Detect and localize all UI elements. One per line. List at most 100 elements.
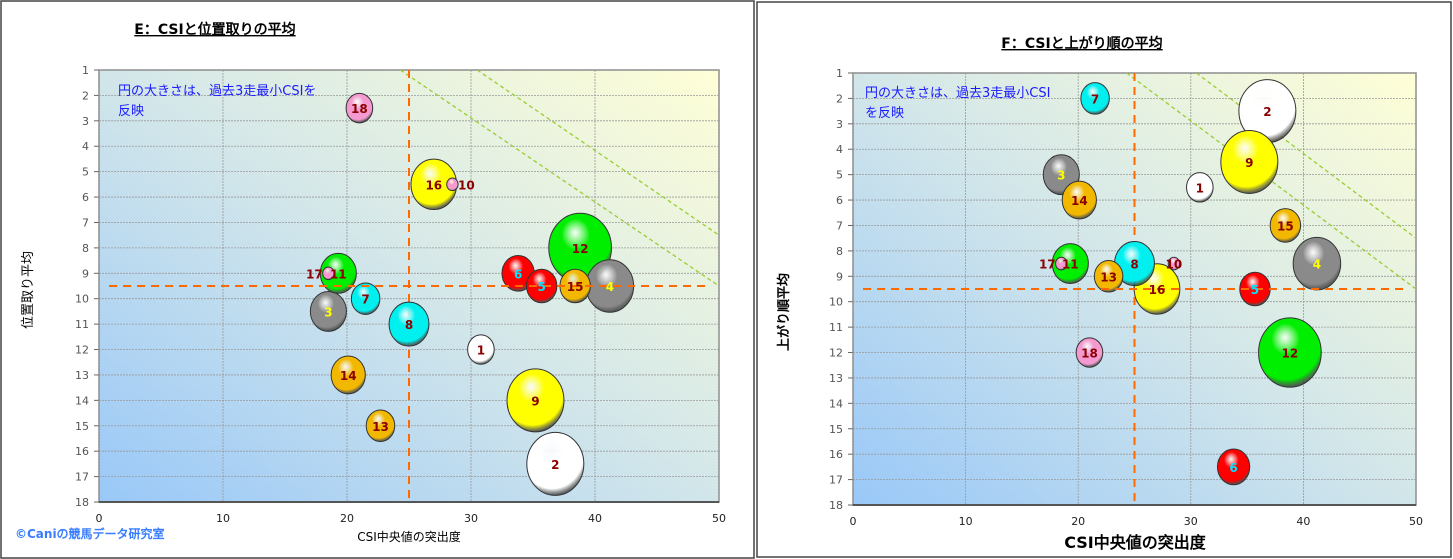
chart-e-xlabel: CSI中央値の突出度 — [357, 529, 461, 544]
y-tick-label: 10 — [75, 293, 89, 306]
copyright-text: ©Caniの競馬データ研究室 — [15, 526, 165, 541]
bubble-label-18: 18 — [1081, 347, 1098, 361]
x-tick-label: 10 — [959, 515, 973, 528]
bubble-label-12: 12 — [572, 242, 589, 256]
y-tick-label: 4 — [82, 140, 89, 153]
bubble-14 — [1061, 180, 1097, 220]
bubble-label-5: 5 — [538, 280, 546, 294]
bubble-13 — [1093, 260, 1124, 293]
bubble-label-3: 3 — [1057, 169, 1065, 183]
bubble-label-8: 8 — [405, 318, 413, 332]
y-tick-label: 12 — [829, 347, 843, 360]
bubble-10 — [1167, 256, 1181, 271]
y-tick-label: 14 — [75, 394, 89, 407]
bubble-label-11: 11 — [330, 267, 347, 281]
chart-f-note-line1: 円の大きさは、過去3走最小CSI — [865, 86, 1050, 101]
bubble-3 — [309, 290, 347, 332]
y-tick-label: 5 — [82, 166, 89, 179]
bubble-2 — [526, 431, 585, 496]
bubble-label-16: 16 — [425, 178, 442, 192]
x-tick-label: 0 — [96, 512, 103, 525]
bubble-label-11: 11 — [1062, 258, 1079, 272]
y-tick-label: 17 — [75, 471, 89, 484]
bubble-label-16: 16 — [1149, 283, 1166, 297]
bubble-17 — [322, 266, 335, 281]
y-tick-label: 14 — [829, 397, 843, 410]
bubble-7 — [350, 282, 381, 315]
chart-e-title: E：CSIと位置取りの平均 — [134, 21, 295, 38]
chart-e-note-line1: 円の大きさは、過去3走最小CSIを — [118, 84, 316, 99]
y-tick-label: 2 — [836, 92, 843, 105]
y-tick-label: 12 — [75, 344, 89, 357]
y-tick-label: 8 — [82, 242, 89, 255]
y-tick-label: 15 — [75, 420, 89, 433]
bubble-label-15: 15 — [1277, 219, 1294, 233]
bubble-label-13: 13 — [372, 420, 389, 434]
bubble-label-9: 9 — [1245, 156, 1253, 170]
y-tick-label: 11 — [75, 318, 89, 331]
y-tick-label: 13 — [75, 369, 89, 382]
bubble-17 — [1055, 256, 1068, 271]
y-tick-label: 8 — [836, 245, 843, 258]
y-tick-label: 1 — [82, 64, 89, 77]
bubble-label-17: 17 — [306, 267, 323, 281]
y-tick-label: 7 — [82, 216, 89, 229]
bubble-label-14: 14 — [1071, 194, 1088, 208]
y-tick-label: 18 — [829, 499, 843, 512]
bubble-14 — [330, 355, 366, 395]
chart-f-ylabel: 上がり順平均 — [776, 273, 792, 351]
y-tick-label: 9 — [82, 267, 89, 280]
y-tick-label: 7 — [836, 219, 843, 232]
bubble-9 — [506, 368, 565, 433]
chart-e-note-line2: 反映 — [118, 104, 144, 119]
bubble-label-6: 6 — [514, 267, 522, 281]
y-tick-label: 6 — [82, 191, 89, 204]
x-tick-label: 40 — [1296, 515, 1310, 528]
x-tick-label: 0 — [850, 515, 857, 528]
bubble-1 — [1186, 172, 1214, 203]
y-tick-label: 5 — [836, 169, 843, 182]
y-tick-label: 15 — [829, 423, 843, 436]
x-tick-label: 50 — [1409, 515, 1423, 528]
bubble-label-9: 9 — [531, 394, 539, 408]
x-tick-label: 50 — [712, 512, 726, 525]
bubble-label-15: 15 — [567, 280, 584, 294]
bubble-label-10: 10 — [1166, 258, 1183, 272]
bubble-11 — [319, 252, 357, 294]
bubble-5 — [525, 268, 558, 304]
y-tick-label: 2 — [82, 89, 89, 102]
bubble-15 — [1269, 208, 1302, 243]
bubble-label-17: 17 — [1039, 258, 1056, 272]
x-tick-label: 20 — [340, 512, 354, 525]
chart-f-title: F：CSIと上がり順の平均 — [1001, 35, 1162, 52]
y-tick-label: 3 — [82, 115, 89, 128]
bubble-12 — [1258, 317, 1322, 388]
y-tick-label: 11 — [829, 321, 843, 334]
y-tick-label: 17 — [829, 474, 843, 487]
bubble-label-2: 2 — [551, 458, 559, 472]
bubble-label-7: 7 — [1091, 92, 1099, 106]
y-tick-label: 18 — [75, 496, 89, 509]
x-tick-label: 40 — [588, 512, 602, 525]
chart-f-note-line2: を反映 — [865, 106, 904, 121]
y-tick-label: 16 — [75, 445, 89, 458]
bubble-label-4: 4 — [606, 280, 614, 294]
bubble-6 — [1216, 448, 1251, 486]
x-tick-label: 30 — [464, 512, 478, 525]
y-tick-label: 6 — [836, 194, 843, 207]
bubble-label-1: 1 — [477, 344, 485, 358]
x-tick-label: 10 — [216, 512, 230, 525]
y-tick-label: 3 — [836, 118, 843, 131]
y-tick-label: 4 — [836, 143, 843, 156]
diagonal-guide-line — [399, 70, 719, 287]
y-tick-label: 10 — [829, 296, 843, 309]
bubble-9 — [1220, 129, 1279, 194]
diagonal-guide-line — [1196, 73, 1416, 239]
bubble-label-18: 18 — [351, 102, 368, 116]
y-tick-label: 16 — [829, 448, 843, 461]
y-tick-label: 1 — [836, 67, 843, 80]
bubble-11 — [1051, 243, 1089, 285]
